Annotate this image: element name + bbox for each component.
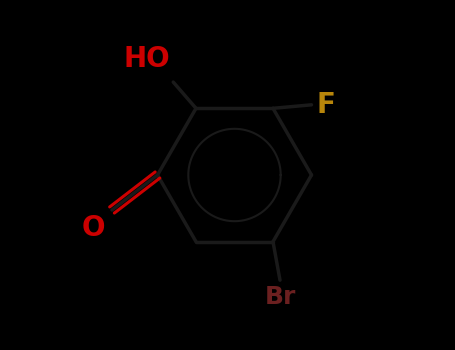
Text: Br: Br: [264, 286, 296, 309]
Text: O: O: [81, 214, 105, 242]
Text: HO: HO: [123, 45, 170, 73]
Text: F: F: [317, 91, 336, 119]
